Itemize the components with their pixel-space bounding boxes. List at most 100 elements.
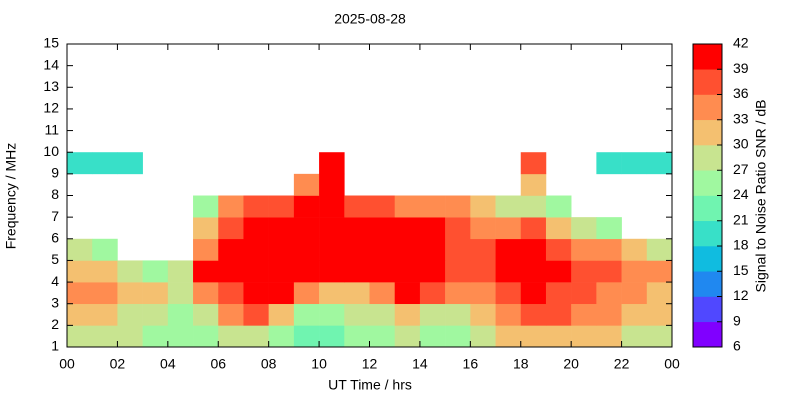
heat-cell: [142, 282, 169, 305]
x-tick-label: 14: [412, 356, 428, 372]
heat-cell: [621, 152, 648, 175]
heat-cell: [67, 303, 93, 326]
heat-cell: [344, 303, 370, 326]
heat-cell: [520, 217, 547, 240]
heat-cell: [193, 217, 219, 240]
x-tick-label: 16: [463, 356, 479, 372]
heat-cell: [394, 260, 421, 283]
heat-cell: [67, 325, 93, 348]
heat-cell: [470, 238, 496, 261]
x-tick-label: 06: [210, 356, 226, 372]
heat-cell: [596, 282, 622, 305]
heat-cell: [419, 303, 446, 326]
y-axis-label: Frequency / MHz: [3, 143, 19, 250]
colorbar-swatch: [693, 145, 722, 171]
heat-cell: [193, 195, 219, 218]
heat-cell: [293, 260, 320, 283]
colorbar-swatch: [693, 69, 722, 95]
heat-cell: [571, 282, 597, 305]
colorbar-swatch: [693, 296, 722, 323]
heat-cell: [495, 325, 522, 348]
x-tick-label: 22: [614, 356, 630, 372]
heat-cell: [369, 303, 396, 326]
heat-cell: [167, 282, 194, 305]
colorbar-tick-label: 42: [733, 35, 749, 51]
heat-cell: [369, 217, 396, 240]
heat-cell: [193, 325, 219, 348]
heat-cell: [394, 282, 421, 305]
heat-cell: [293, 195, 320, 218]
heat-cell: [293, 217, 320, 240]
heat-cell: [445, 303, 471, 326]
x-tick-label: 04: [160, 356, 176, 372]
y-tick-label: 5: [51, 251, 59, 267]
colorbar-tick-label: 18: [733, 237, 749, 253]
heat-cell: [344, 195, 370, 218]
heat-cell: [117, 282, 143, 305]
x-tick-label: 00: [59, 356, 75, 372]
heat-cell: [545, 217, 572, 240]
heat-cell: [445, 282, 471, 305]
heat-cell: [369, 260, 396, 283]
heat-cell: [520, 325, 547, 348]
heat-cell: [369, 238, 396, 261]
heat-cell: [319, 260, 345, 283]
colorbar-swatch: [693, 321, 722, 348]
heat-cell: [646, 238, 673, 261]
heat-cell: [344, 282, 370, 305]
heat-cell: [268, 238, 295, 261]
heat-cell: [369, 282, 396, 305]
colorbar-tick-label: 12: [733, 287, 749, 303]
heat-cell: [470, 260, 496, 283]
y-tick-label: 12: [43, 100, 59, 116]
heat-cell: [495, 303, 522, 326]
heat-cell: [243, 238, 269, 261]
heat-cell: [419, 325, 446, 348]
heat-cell: [445, 195, 471, 218]
heat-cell: [293, 282, 320, 305]
heat-cell: [419, 217, 446, 240]
heat-cell: [193, 260, 219, 283]
heat-cell: [92, 303, 118, 326]
heat-cell: [319, 173, 345, 196]
heat-cell: [92, 260, 118, 283]
heat-cell: [545, 325, 572, 348]
y-tick-label: 14: [43, 56, 59, 72]
heat-cell: [293, 325, 320, 348]
heat-cell: [445, 325, 471, 348]
y-tick-label: 15: [43, 35, 59, 51]
heat-cell: [218, 238, 244, 261]
colorbar-label: Signal to Noise Ratio SNR / dB: [753, 100, 769, 293]
heat-cell: [193, 282, 219, 305]
heat-cell: [520, 238, 547, 261]
heat-cell: [545, 303, 572, 326]
heat-cell: [319, 195, 345, 218]
x-tick-label: 08: [261, 356, 277, 372]
heat-cell: [571, 217, 597, 240]
heat-cell: [495, 217, 522, 240]
colorbar-swatch: [693, 119, 722, 146]
heat-cell: [495, 238, 522, 261]
heat-cell: [646, 260, 673, 283]
y-tick-label: 3: [51, 294, 59, 310]
heat-cell: [369, 195, 396, 218]
heat-cell: [142, 303, 169, 326]
heat-cell: [470, 217, 496, 240]
y-tick-label: 9: [51, 165, 59, 181]
heat-cell: [419, 260, 446, 283]
colorbar-swatch: [693, 195, 722, 222]
heat-cell: [167, 325, 194, 348]
heat-cell: [520, 260, 547, 283]
colorbar-swatch: [693, 94, 722, 121]
heat-cell: [193, 303, 219, 326]
heat-cell: [117, 303, 143, 326]
heat-cell: [520, 195, 547, 218]
colorbar-tick-label: 30: [733, 136, 749, 152]
heat-cell: [344, 325, 370, 348]
heat-cell: [268, 195, 295, 218]
heat-cell: [319, 217, 345, 240]
heat-cell: [571, 325, 597, 348]
heat-cell: [218, 217, 244, 240]
heat-cell: [545, 195, 572, 218]
